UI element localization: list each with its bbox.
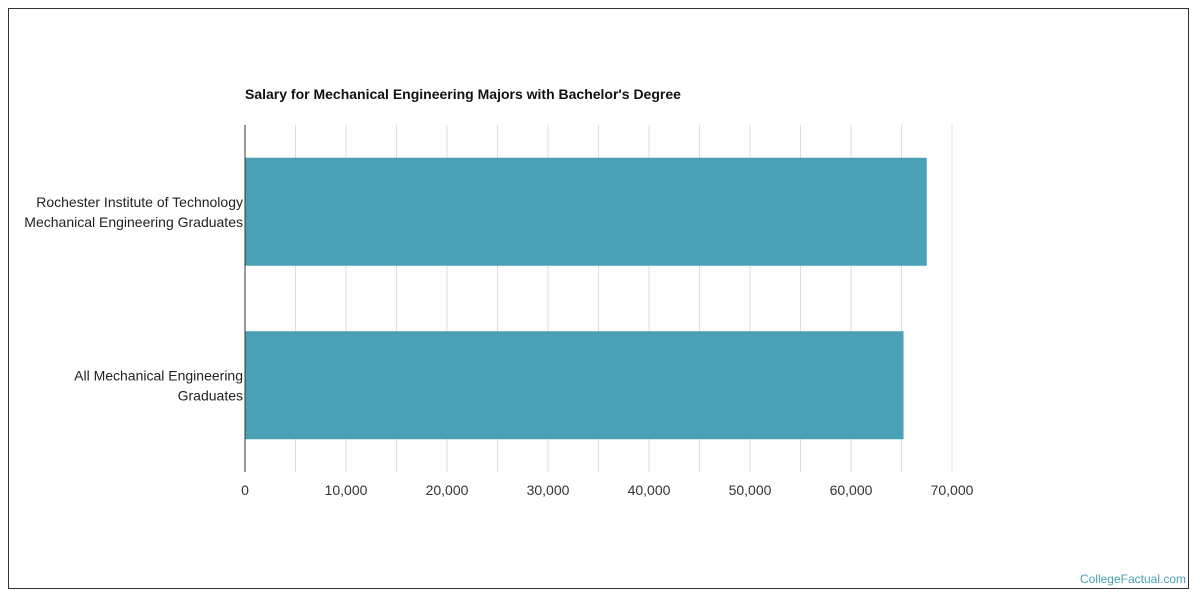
x-tick-label: 0 <box>241 482 249 498</box>
category-label-line: Graduates <box>178 387 243 403</box>
chart-title: Salary for Mechanical Engineering Majors… <box>245 86 681 102</box>
x-tick-label: 30,000 <box>527 482 570 498</box>
bars <box>245 157 927 440</box>
chart-frame <box>8 8 1189 589</box>
category-label-1: All Mechanical Engineering Graduates <box>74 367 243 403</box>
category-label-line: Mechanical Engineering Graduates <box>24 214 243 230</box>
bar-0 <box>245 157 927 266</box>
category-label-line: Rochester Institute of Technology <box>36 194 243 210</box>
x-tick-label: 20,000 <box>426 482 469 498</box>
x-tick-label: 40,000 <box>628 482 671 498</box>
category-label-line: All Mechanical Engineering <box>74 367 243 383</box>
watermark: CollegeFactual.com <box>1079 572 1186 586</box>
x-tick-label: 10,000 <box>325 482 368 498</box>
x-tick-label: 60,000 <box>830 482 873 498</box>
bar-1 <box>245 331 904 440</box>
x-tick-label: 70,000 <box>931 482 974 498</box>
category-labels: Rochester Institute of Technology Mechani… <box>24 194 243 404</box>
x-tick-labels: 0 10,000 20,000 30,000 40,000 50,000 60,000 70,… <box>241 482 974 498</box>
category-label-0: Rochester Institute of Technology Mechani… <box>24 194 243 230</box>
x-tick-label: 50,000 <box>729 482 772 498</box>
